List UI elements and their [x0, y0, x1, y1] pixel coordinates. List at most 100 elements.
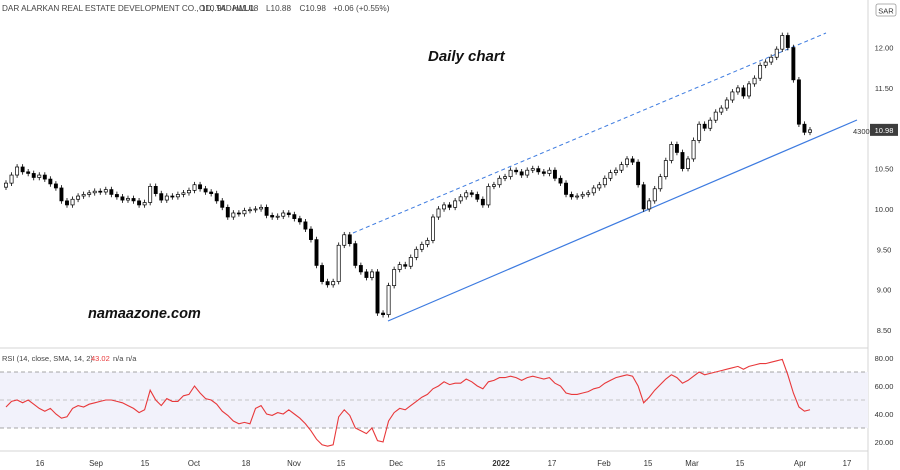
rsi-label: RSI (14, close, SMA, 14, 2)	[2, 354, 93, 363]
candle-body	[386, 285, 391, 316]
candle-body	[264, 206, 269, 216]
candle-body	[31, 173, 36, 178]
candle-body	[808, 129, 812, 133]
candle-body	[514, 169, 519, 173]
candle-body	[519, 171, 524, 176]
channel-upper-dashed	[352, 32, 827, 234]
candle-body	[370, 271, 374, 278]
candle-body	[53, 183, 58, 189]
price-axis: 8.50 9.00 9.50 10.00 10.50 10.98 11.50 12.00	[870, 44, 898, 335]
candle-body	[131, 198, 136, 202]
candle-body	[187, 190, 191, 194]
candle-body	[719, 107, 724, 113]
time-tick-label: Mar	[685, 459, 699, 468]
candle-body	[353, 243, 358, 266]
time-tick-label: 15	[644, 459, 653, 468]
ohlc-readout: O10.94 H11.08 L10.88 C10.98 +0.06 (+0.55%)	[199, 4, 390, 13]
candle-body	[491, 184, 496, 187]
candle-body	[436, 208, 441, 218]
candle-body	[331, 281, 336, 286]
price-tick-label: 9.00	[877, 286, 892, 295]
time-tick-label: Oct	[188, 459, 201, 468]
time-tick-label: 17	[548, 459, 557, 468]
candle-body	[602, 177, 607, 186]
rsi-tick-label: 60.00	[875, 382, 894, 391]
time-tick-label: Dec	[389, 459, 403, 468]
candle-body	[796, 79, 801, 125]
time-tick-label: 15	[141, 459, 150, 468]
candle-body	[142, 202, 147, 206]
candle-body	[431, 216, 435, 241]
candle-body	[59, 187, 64, 202]
currency-badge-frame[interactable]	[875, 3, 897, 17]
time-tick-label: 18	[242, 459, 251, 468]
candle-body	[503, 176, 507, 179]
candle-body	[658, 176, 663, 190]
candle-body	[9, 174, 14, 184]
candle-body	[647, 200, 652, 210]
candle-body	[686, 158, 690, 169]
time-tick-label: Nov	[287, 459, 301, 468]
candle-body	[203, 188, 208, 193]
candle-body	[735, 87, 740, 93]
ohlc-value: O10.94	[199, 4, 226, 13]
candle-body	[442, 204, 446, 210]
candle-body	[325, 281, 330, 286]
candle-body	[270, 215, 275, 218]
candle-body	[769, 56, 774, 63]
time-tick-label: Apr	[794, 459, 807, 468]
ohlc-value: H11.08	[233, 4, 259, 13]
candle-body	[708, 119, 713, 129]
candle-body	[120, 196, 125, 201]
candle-body	[747, 83, 751, 97]
time-tick-label: Feb	[597, 459, 611, 468]
candle-body	[630, 158, 635, 163]
candle-body	[15, 166, 20, 176]
candle-body	[680, 152, 685, 169]
candle-body	[4, 182, 8, 188]
candle-body	[92, 190, 97, 194]
candle-body	[98, 190, 103, 193]
candle-body	[303, 221, 308, 230]
time-tick-label: 2022	[492, 459, 510, 468]
candle-body	[375, 271, 380, 314]
chart-title: Daily chart	[428, 48, 506, 65]
rsi-na-1: n/a	[113, 354, 124, 363]
candle-body	[286, 212, 291, 215]
candle-body	[636, 161, 641, 186]
ohlc-value: +0.06 (+0.55%)	[333, 4, 390, 13]
channel-lower-support	[387, 119, 858, 322]
candle-body	[458, 196, 463, 202]
candle-body	[70, 198, 75, 206]
candle-body	[414, 248, 419, 258]
price-tick-label: 10.00	[875, 205, 894, 214]
candle-body	[292, 214, 297, 219]
candle-body	[358, 265, 363, 273]
candle-body	[209, 191, 214, 194]
price-tick-label: 9.50	[877, 245, 892, 254]
currency-badge[interactable]: SAR	[878, 7, 894, 16]
candle-body	[586, 192, 591, 195]
candle-body	[137, 200, 142, 206]
candle-body	[148, 186, 153, 203]
candle-body	[336, 244, 341, 282]
candle-body	[713, 111, 718, 121]
candle-body	[453, 200, 458, 208]
candle-body	[536, 168, 541, 173]
candle-body	[691, 140, 696, 160]
rsi-na-2: n/a	[126, 354, 137, 363]
candle-body	[552, 169, 557, 179]
candle-body	[575, 195, 580, 198]
candle-body	[42, 174, 47, 180]
candle-body	[613, 169, 618, 173]
candle-body	[480, 198, 485, 206]
price-tick-label: 11.50	[875, 84, 893, 93]
candle-body	[126, 198, 130, 201]
time-tick-label: 17	[843, 459, 852, 468]
candle-body	[475, 194, 480, 200]
time-tick-label: 15	[437, 459, 446, 468]
candle-body	[242, 210, 247, 215]
candle-body	[198, 184, 203, 190]
